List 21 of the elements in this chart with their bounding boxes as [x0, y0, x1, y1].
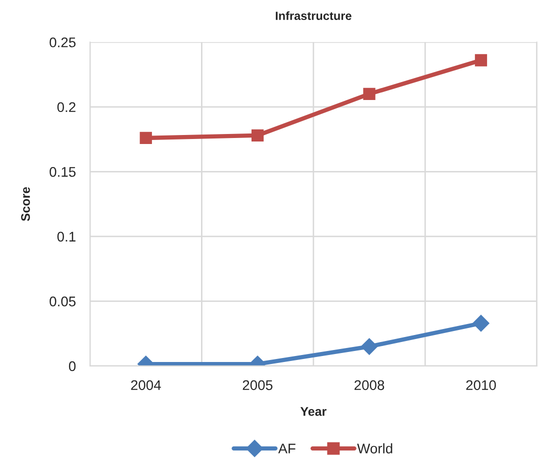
x-tick-label: 2010 [466, 380, 496, 390]
chart-title: Infrastructure [276, 11, 352, 20]
legend-label: World [357, 443, 392, 454]
y-tick-label: 0.15 [50, 166, 76, 177]
point [472, 314, 490, 332]
legend-label: AF [278, 444, 296, 454]
y-tick-label: 0.2 [57, 102, 76, 112]
point [474, 54, 488, 66]
x-tick-label: 2005 [242, 380, 272, 390]
y-tick-label: 0.05 [50, 296, 76, 306]
x-tick-label: 2004 [131, 380, 161, 390]
point [360, 338, 378, 355]
y-axis-title: Score [21, 187, 30, 222]
point [252, 129, 264, 142]
x-axis-title: Year [300, 407, 326, 416]
y-tick-label: 0 [68, 361, 76, 372]
y-tick-label: 0.1 [57, 232, 76, 242]
y-tick-label: 0.25 [50, 37, 76, 48]
point [363, 88, 376, 100]
x-tick-label: 2008 [354, 380, 384, 390]
point [140, 132, 152, 144]
